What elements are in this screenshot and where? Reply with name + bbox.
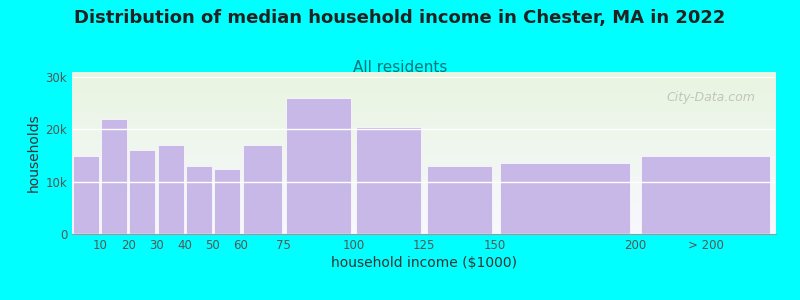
Y-axis label: households: households — [27, 114, 42, 192]
Bar — [130, 150, 155, 234]
Bar — [158, 145, 183, 234]
Bar — [102, 119, 127, 234]
Bar — [242, 145, 282, 234]
Bar — [73, 156, 99, 234]
Bar — [641, 156, 770, 234]
Bar — [214, 169, 240, 234]
Text: Distribution of median household income in Chester, MA in 2022: Distribution of median household income … — [74, 9, 726, 27]
Text: City-Data.com: City-Data.com — [666, 92, 755, 104]
Bar — [357, 127, 421, 234]
Text: All residents: All residents — [353, 60, 447, 75]
Bar — [186, 166, 212, 234]
Bar — [500, 164, 630, 234]
Bar — [427, 166, 491, 234]
Bar — [286, 98, 350, 234]
X-axis label: household income ($1000): household income ($1000) — [331, 256, 517, 270]
